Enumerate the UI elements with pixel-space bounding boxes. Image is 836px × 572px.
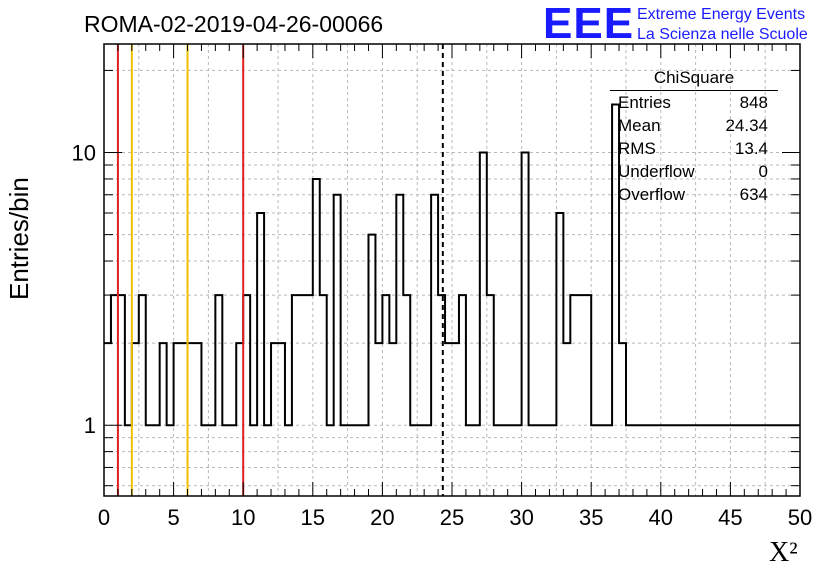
histogram-bin	[257, 213, 264, 496]
stat-value: 13.4	[734, 139, 768, 158]
stat-label: RMS	[618, 139, 656, 158]
y-tick-label: 1	[84, 413, 96, 438]
histogram-bin	[194, 343, 201, 496]
histogram-bin	[619, 343, 626, 496]
stat-value: 848	[739, 93, 768, 112]
histogram-bin	[132, 343, 139, 496]
stats-box: ChiSquare Entries 848 Mean 24.34 RMS 13.…	[610, 66, 778, 204]
stat-underflow: Underflow 0	[618, 162, 768, 185]
stat-value: 24.34	[725, 116, 768, 135]
histogram-bin	[389, 343, 396, 496]
histogram-bin	[243, 295, 250, 496]
histogram-bin	[445, 343, 452, 496]
histogram-bin	[375, 343, 382, 496]
histogram-bin	[299, 295, 306, 496]
histogram-bin	[278, 343, 285, 496]
histogram-outline	[104, 103, 800, 427]
stat-overflow: Overflow 634	[618, 185, 768, 208]
stat-label: Overflow	[618, 185, 686, 204]
histogram-bin	[236, 343, 243, 496]
histogram-bin	[334, 195, 341, 496]
stat-label: Entries	[618, 93, 671, 112]
logo-line-1: Extreme Energy Events	[637, 6, 806, 23]
stat-value: 634	[739, 185, 768, 204]
x-tick-label: 35	[579, 505, 603, 530]
histogram-bin	[368, 235, 375, 496]
histogram-bin	[111, 295, 118, 496]
x-tick-label: 40	[649, 505, 673, 530]
histogram-bin	[452, 343, 459, 496]
histogram-bin	[522, 153, 529, 496]
stat-label: Underflow	[618, 162, 695, 181]
histogram-bin	[487, 295, 494, 496]
chart-title: ROMA-02-2019-04-26-00066	[84, 11, 384, 37]
y-axis-label: Entries/bin	[4, 177, 34, 300]
x-tick-label: 15	[301, 505, 325, 530]
histogram-bin	[306, 295, 313, 496]
stat-entries: Entries 848	[618, 93, 768, 116]
x-tick-label: 25	[440, 505, 464, 530]
stats-divider	[610, 90, 778, 91]
stat-value: 0	[758, 162, 768, 181]
histogram-bin	[118, 295, 125, 496]
x-tick-label: 30	[509, 505, 533, 530]
x-tick-label: 20	[370, 505, 394, 530]
histogram-bin	[403, 295, 410, 496]
histogram-bin	[396, 195, 403, 496]
x-tick-label: 50	[788, 505, 812, 530]
histogram-bin	[271, 343, 278, 496]
x-tick-label: 0	[98, 505, 110, 530]
histogram-bin	[313, 179, 320, 496]
logo-line-2: La Scienza nelle Scuole	[637, 26, 808, 43]
histogram-bin	[215, 295, 222, 496]
histogram-bin	[160, 343, 167, 496]
stat-rms: RMS 13.4	[618, 139, 768, 162]
histogram-bin	[584, 295, 591, 496]
histogram-bin	[181, 343, 188, 496]
y-tick-label: 10	[72, 141, 96, 166]
histogram-bin	[174, 343, 181, 496]
x-tick-label: 10	[231, 505, 255, 530]
histogram-bin	[459, 295, 466, 496]
histogram-bin	[563, 343, 570, 496]
histogram-bin	[139, 295, 146, 496]
eee-logo: EEE	[543, 0, 635, 48]
stat-label: Mean	[618, 116, 661, 135]
histogram-bin	[104, 343, 111, 496]
histogram-bin	[320, 295, 327, 496]
histogram-bin	[188, 343, 195, 496]
histogram-bin	[292, 295, 299, 496]
x-tick-label: 5	[167, 505, 179, 530]
histogram-bin	[556, 213, 563, 496]
stats-title: ChiSquare	[653, 68, 735, 87]
histogram-bin	[382, 295, 389, 496]
histogram-bin	[480, 153, 487, 496]
histogram-bin	[570, 295, 577, 496]
histogram-bin	[438, 295, 445, 496]
x-axis-label: X²	[769, 537, 798, 568]
stat-mean: Mean 24.34	[618, 116, 768, 139]
histogram-bin	[431, 195, 438, 496]
x-tick-label: 45	[718, 505, 742, 530]
histogram-bin	[577, 295, 584, 496]
